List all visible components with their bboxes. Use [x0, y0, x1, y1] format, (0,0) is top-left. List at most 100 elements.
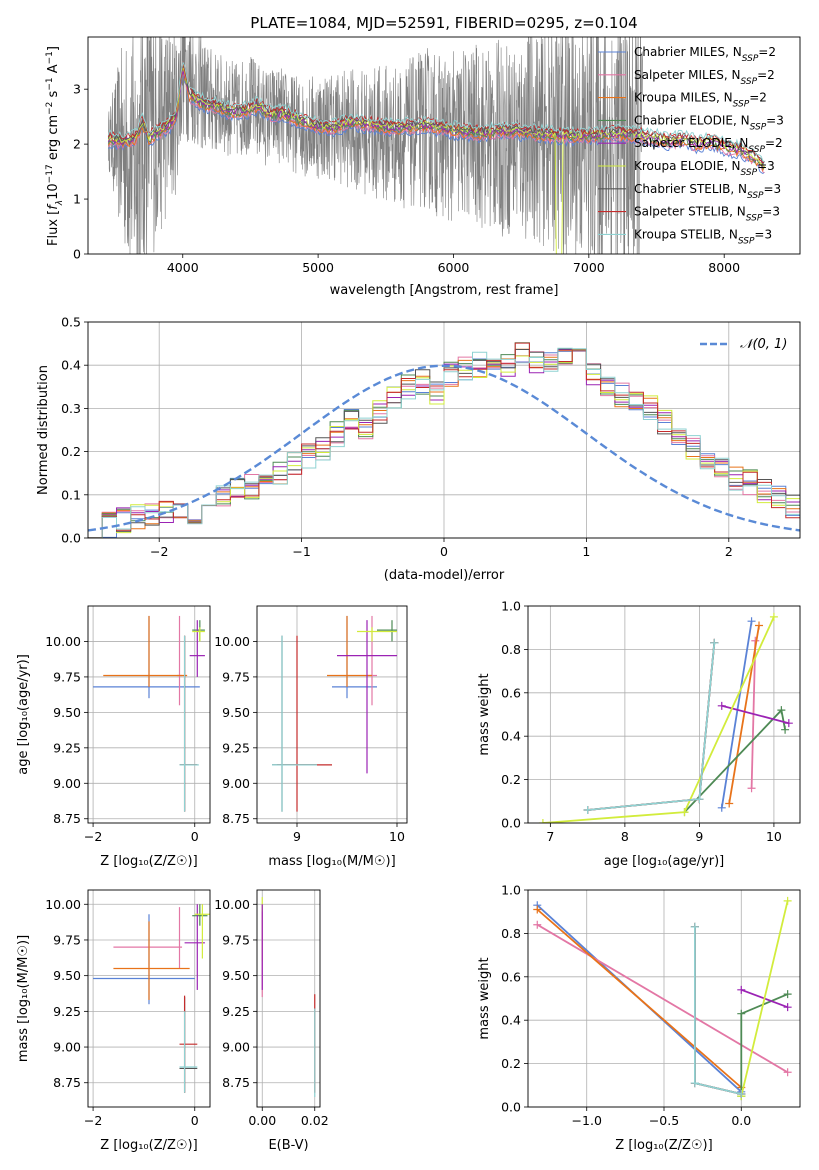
mass-vs-ebv-axes: 0.00 0.02 8.75 9.00 9.25 9.50 9.75 10.00 — [214, 890, 329, 1128]
weight-vs-Z-frame — [527, 889, 801, 1108]
age-vs-Z-plot — [93, 615, 205, 812]
weight-marker — [690, 1079, 699, 1088]
mass-vs-Z-frame — [87, 889, 211, 1108]
weight-vs-age-axes: 7 8 9 10 0.0 0.2 0.4 0.6 0.8 1.0 — [501, 599, 800, 844]
legend-label: Salpeter MILES, NSSP=2 — [634, 68, 775, 87]
y-tick-label: 0.0 — [501, 1100, 521, 1115]
weight-line-salpeter-elodie — [721, 704, 790, 725]
y-axis-label: Flux [fλ10−17 erg cm−2 s−1 A−1] — [45, 46, 65, 246]
weight-marker — [783, 1068, 792, 1077]
spectrum-plot — [107, 37, 765, 254]
weight-vs-Z-axes: −1.0 −0.5 0.0 0.0 0.2 0.4 0.6 0.8 1.0 — [501, 883, 800, 1128]
age-vs-Z-frame — [87, 605, 211, 824]
x-axis-label: age [log₁₀(age/yr)] — [604, 854, 725, 869]
weight-line-salpeter-stelib — [587, 642, 716, 811]
y-tick-label: 9.00 — [53, 776, 81, 791]
spectrum-frame — [87, 36, 801, 255]
y-tick-label: 9.75 — [222, 669, 250, 684]
normal-curve — [88, 364, 800, 532]
age-vs-Z-axes: −2 0 8.75 9.00 9.25 9.50 9.75 10.00 — [45, 606, 210, 844]
weight-marker — [680, 808, 689, 817]
weight-line-chabrier-elodie — [740, 993, 788, 1097]
x-axis-label: Z [log₁₀(Z/Z☉)] — [100, 1138, 197, 1153]
x-tick-label: 8000 — [708, 260, 740, 275]
y-tick-label: 0.6 — [501, 969, 521, 984]
y-tick-label: 0.6 — [501, 685, 521, 700]
y-tick-label: 0.0 — [61, 531, 81, 546]
x-tick-label: 9 — [293, 829, 301, 844]
mass-vs-Z-axes: −2 0 8.75 9.00 9.25 9.50 9.75 10.00 — [45, 890, 210, 1128]
model-line-chabrier-elodie — [107, 69, 765, 170]
weight-marker — [747, 617, 756, 626]
figure-title: PLATE=1084, MJD=52591, FIBERID=0295, z=0… — [250, 14, 637, 32]
model-line-salpeter-stelib — [107, 61, 765, 164]
weight-line-kroupa-miles — [728, 625, 760, 804]
weight-marker — [737, 985, 746, 994]
x-tick-label: 1 — [582, 544, 590, 559]
x-tick-label: 10 — [766, 829, 782, 844]
weight-line-chabrier-stelib — [694, 926, 742, 1095]
x-axis-label: wavelength [Angstrom, rest frame] — [330, 283, 559, 298]
weight-line-kroupa-miles — [536, 908, 742, 1089]
weight-line-kroupa-stelib — [694, 926, 742, 1095]
x-tick-label: 0 — [191, 1113, 199, 1128]
y-tick-label: 9.25 — [53, 1004, 81, 1019]
y-tick-label: 9.50 — [53, 705, 81, 720]
legend-label: Kroupa MILES, NSSP=2 — [634, 91, 767, 110]
y-tick-label: 1.0 — [501, 883, 521, 898]
spectrum-axes: 4000 5000 6000 7000 8000 0 1 2 3 — [73, 82, 740, 275]
weight-marker — [737, 1089, 746, 1098]
x-tick-label: 10 — [389, 829, 405, 844]
weight-marker — [783, 990, 792, 999]
y-axis-label: mass [log₁₀(M/M☉)] — [16, 935, 31, 1062]
legend-label: Chabrier ELODIE, NSSP=3 — [634, 113, 784, 132]
x-tick-label: −1 — [292, 544, 310, 559]
x-tick-label: 8 — [621, 829, 629, 844]
legend-label: 𝒩(0, 1) — [740, 337, 787, 352]
weight-marker — [755, 621, 764, 630]
y-tick-label: 10.00 — [45, 634, 81, 649]
y-tick-label: 0.8 — [501, 926, 521, 941]
weight-marker — [777, 706, 786, 715]
y-tick-label: 9.50 — [222, 705, 250, 720]
y-tick-label: 9.50 — [53, 968, 81, 983]
weight-line-chabrier-miles — [720, 621, 753, 808]
y-tick-label: 1 — [73, 192, 81, 207]
weight-marker — [533, 905, 542, 914]
y-tick-label: 2 — [73, 137, 81, 152]
y-axis-label: mass weight — [477, 673, 492, 755]
y-tick-label: 0 — [73, 247, 81, 262]
weight-line-salpeter-stelib — [694, 926, 742, 1095]
weight-marker — [737, 1009, 746, 1018]
weight-marker — [533, 920, 542, 929]
y-tick-label: 0.4 — [61, 358, 81, 373]
y-tick-label: 0.0 — [501, 816, 521, 831]
x-axis-label: (data-model)/error — [384, 568, 505, 583]
y-tick-label: 9.25 — [222, 1004, 250, 1019]
weight-marker — [783, 896, 792, 905]
age-vs-mass-frame — [256, 605, 408, 824]
y-tick-label: 0.2 — [61, 444, 81, 459]
y-tick-label: 0.4 — [501, 1013, 521, 1028]
legend-label: Chabrier STELIB, NSSP=3 — [634, 182, 781, 201]
x-axis-label: mass [log₁₀(M/M☉)] — [268, 854, 395, 869]
mass-vs-ebv-frame — [256, 889, 321, 1108]
y-tick-label: 9.25 — [222, 740, 250, 755]
weight-vs-age-frame — [527, 605, 801, 824]
weight-line-kroupa-elodie — [542, 616, 775, 823]
weight-marker — [695, 795, 704, 804]
weight-line-kroupa-elodie — [740, 900, 789, 1097]
weight-line-kroupa-stelib — [587, 642, 716, 811]
x-tick-label: 0.0 — [731, 1113, 751, 1128]
y-tick-label: 0.3 — [61, 401, 81, 416]
x-tick-label: −2 — [84, 1113, 102, 1128]
y-tick-label: 9.75 — [222, 932, 250, 947]
weight-marker — [717, 803, 726, 812]
x-tick-label: 0.02 — [301, 1113, 329, 1128]
y-tick-label: 1.0 — [501, 599, 521, 614]
histogram-plot — [88, 342, 800, 538]
mass-vs-ebv-plot — [261, 897, 316, 1098]
y-tick-label: 9.25 — [53, 740, 81, 755]
y-tick-label: 8.75 — [222, 811, 250, 826]
